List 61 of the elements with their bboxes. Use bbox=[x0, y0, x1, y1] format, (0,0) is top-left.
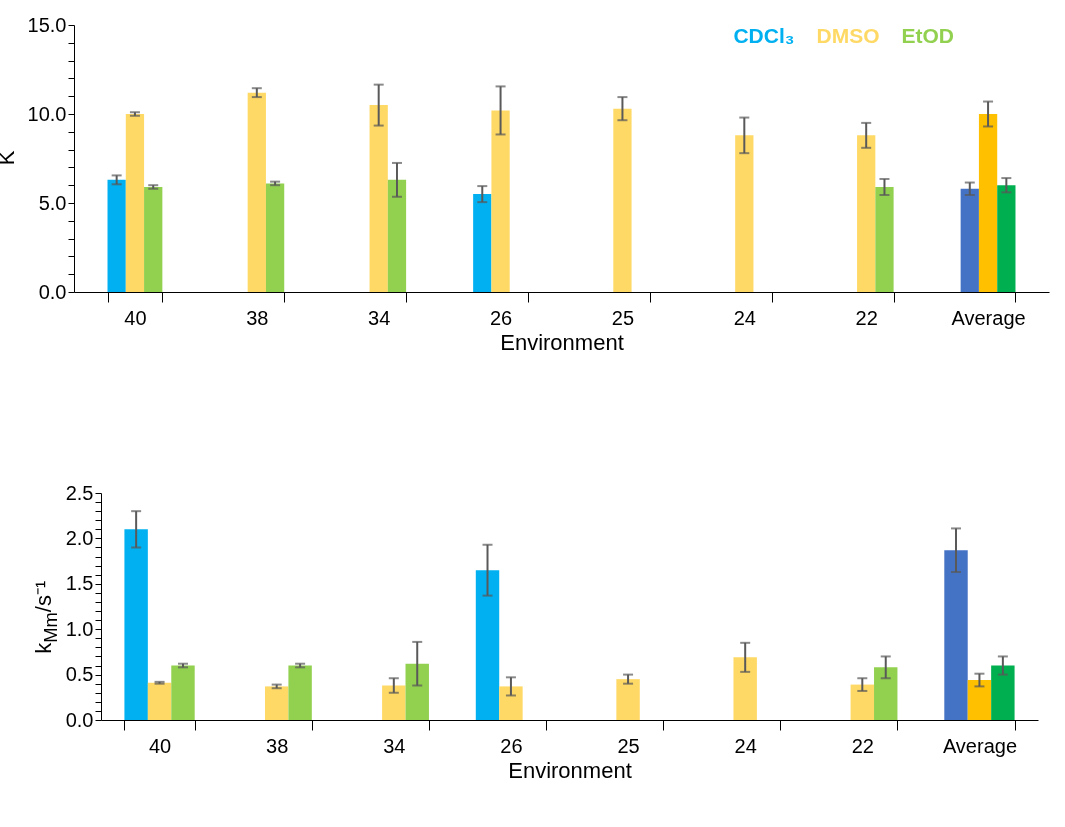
bar bbox=[874, 667, 898, 720]
bar bbox=[944, 550, 968, 720]
y-tick-label: 0.5 bbox=[65, 663, 94, 686]
bar bbox=[997, 185, 1016, 292]
y-tick-label: 5.0 bbox=[38, 191, 67, 214]
bar bbox=[382, 685, 406, 720]
x-tick-label: 26 bbox=[489, 306, 513, 329]
text: EtOD bbox=[901, 24, 954, 47]
bar bbox=[147, 682, 172, 720]
x-axis-title: Environment bbox=[500, 329, 624, 355]
y-tick-label: 2.5 bbox=[65, 481, 94, 504]
x-tick-label: 26 bbox=[500, 734, 523, 757]
y-tick-label: 10.0 bbox=[27, 102, 67, 125]
bar bbox=[499, 686, 523, 720]
bar bbox=[857, 135, 876, 292]
x-tick-label: 25 bbox=[617, 734, 640, 757]
x-tick-label: 24 bbox=[733, 306, 756, 329]
bar bbox=[171, 665, 195, 720]
bar bbox=[125, 114, 145, 292]
y-tick-label: 2.0 bbox=[65, 526, 94, 549]
x-tick-label: 40 bbox=[124, 306, 147, 329]
x-axis-title: Environment bbox=[508, 757, 632, 783]
x-tick-label: 34 bbox=[368, 306, 391, 329]
x-tick-label: Average bbox=[951, 306, 1026, 329]
x-tick-label: 24 bbox=[734, 734, 757, 757]
bar bbox=[850, 684, 875, 720]
bar bbox=[991, 665, 1015, 720]
y-tick-label: 1.5 bbox=[65, 572, 94, 595]
bar bbox=[387, 179, 407, 292]
y-tick-label: 1.0 bbox=[65, 617, 94, 640]
y-tick-label: 15.0 bbox=[27, 13, 67, 36]
bar bbox=[978, 114, 998, 292]
bar bbox=[491, 110, 510, 292]
bar bbox=[875, 186, 894, 292]
bar bbox=[405, 663, 429, 720]
x-tick-label: 38 bbox=[246, 306, 269, 329]
bar bbox=[960, 188, 979, 292]
bar bbox=[735, 135, 754, 292]
bar bbox=[288, 665, 312, 720]
x-tick-label: 40 bbox=[148, 734, 172, 757]
bar bbox=[733, 657, 757, 720]
x-tick-label: 22 bbox=[855, 306, 878, 329]
x-tick-label: 38 bbox=[266, 734, 289, 757]
text: DMSO bbox=[816, 24, 880, 47]
bar bbox=[616, 679, 640, 720]
bar bbox=[124, 529, 148, 720]
x-tick-label: 22 bbox=[851, 734, 874, 757]
bar bbox=[475, 570, 500, 720]
y-tick-label: 0.0 bbox=[38, 280, 67, 303]
bar bbox=[264, 686, 289, 720]
bar bbox=[613, 108, 632, 292]
x-tick-label: Average bbox=[942, 734, 1018, 757]
bar bbox=[369, 105, 388, 292]
bar bbox=[144, 186, 163, 292]
bar bbox=[473, 194, 492, 292]
bar bbox=[967, 680, 992, 720]
text: CDCl₃ bbox=[733, 24, 795, 47]
x-tick-label: 34 bbox=[383, 734, 406, 757]
x-tick-label: 25 bbox=[611, 306, 635, 329]
y-tick-label: 0.0 bbox=[65, 708, 94, 731]
y-axis-title: K bbox=[0, 150, 21, 166]
